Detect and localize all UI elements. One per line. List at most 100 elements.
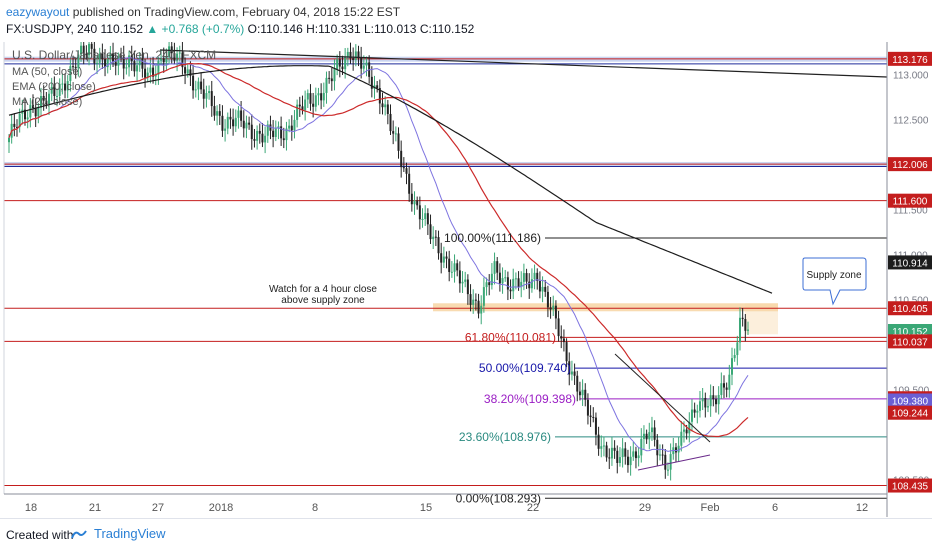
candle <box>525 268 528 289</box>
candle <box>72 55 75 71</box>
footer: Created with TradingView <box>0 518 932 551</box>
candle-body <box>594 417 597 435</box>
candle-body <box>93 48 96 64</box>
candle <box>234 109 237 132</box>
candle-body <box>456 263 459 271</box>
annotation-supply-zone[interactable]: Supply zone <box>802 257 867 306</box>
candle-body <box>258 130 261 134</box>
candle-body <box>186 69 189 74</box>
candle <box>442 246 445 269</box>
tradingview-brand-link[interactable]: TradingView <box>94 526 166 541</box>
candle-body <box>296 104 299 120</box>
legend-ma20[interactable]: MA (20, close) <box>12 96 82 108</box>
candle-body <box>520 281 523 287</box>
candle-body <box>213 106 216 116</box>
candle <box>613 440 616 459</box>
candle-body <box>384 104 387 108</box>
candle <box>304 90 307 121</box>
candle-body <box>370 76 373 89</box>
candle-body <box>114 61 117 66</box>
candle-body <box>426 213 429 225</box>
ma20-line[interactable] <box>8 57 749 452</box>
ma50-line[interactable] <box>8 62 749 438</box>
annotation-watch[interactable]: Watch for a 4 hour close above supply zo… <box>269 284 377 306</box>
candle-body <box>205 93 208 99</box>
candle <box>200 72 203 95</box>
candle-body <box>442 256 445 263</box>
candle-body <box>701 398 704 402</box>
candle-body <box>106 59 109 68</box>
candle <box>496 257 499 281</box>
candle-body <box>344 56 347 70</box>
candle-body <box>40 95 43 108</box>
candle <box>714 395 717 413</box>
x-tick-label: 21 <box>89 502 101 514</box>
candle <box>434 230 437 247</box>
symbol-label[interactable]: FX:USDJPY, 240 <box>6 22 98 36</box>
candle <box>512 268 515 299</box>
created-with-text: Created with <box>6 528 74 542</box>
author-link[interactable]: eazywayout <box>6 5 70 19</box>
candle <box>338 51 341 78</box>
candle <box>93 38 96 71</box>
candle-body <box>400 150 403 168</box>
candle <box>421 208 424 228</box>
candle <box>733 348 736 362</box>
candle-body <box>605 445 608 458</box>
y-tick-label: 111.500 <box>893 206 928 217</box>
candle-body <box>312 103 315 107</box>
ema200-line[interactable] <box>8 65 773 294</box>
legend-ma50[interactable]: MA (50, close) <box>12 66 82 78</box>
candle <box>357 45 360 67</box>
candle <box>69 59 72 92</box>
candle-body <box>504 277 507 279</box>
price-label-bg <box>888 157 932 172</box>
candle <box>440 242 443 274</box>
candle <box>504 269 507 282</box>
annotation-watch-line2: above supply zone <box>281 295 365 306</box>
candle-body <box>378 88 381 104</box>
candle <box>77 50 80 77</box>
trendline-wedge-upper[interactable] <box>614 353 711 443</box>
candle <box>96 55 99 75</box>
candle <box>365 56 368 77</box>
candle-body <box>272 130 275 137</box>
trendline-long[interactable] <box>159 49 888 78</box>
candle-body <box>677 445 680 453</box>
candle-body <box>170 46 173 54</box>
candle <box>725 382 728 398</box>
price-label-110914: 110.914 <box>888 255 932 270</box>
candle-body <box>466 279 469 295</box>
candle <box>485 277 488 296</box>
candle <box>298 96 301 117</box>
fib-label-3: 38.20%(109.398) <box>484 392 576 406</box>
trendline-wedge-lower[interactable] <box>637 454 711 471</box>
candle <box>80 37 83 62</box>
candle <box>576 370 579 402</box>
candle <box>720 372 723 400</box>
candle-body <box>98 53 101 63</box>
candle-body <box>176 53 179 61</box>
candle <box>709 384 712 417</box>
candle-body <box>440 253 443 263</box>
legend-ema200[interactable]: EMA (200, close) <box>12 81 96 93</box>
price-label-bg <box>888 255 932 270</box>
candle-body <box>528 281 531 289</box>
candle <box>309 84 312 111</box>
candle-body <box>104 59 107 68</box>
candle <box>162 47 165 73</box>
price-chart[interactable]: 100.00%(111.186) 61.80%(110.081) 50.00%(10… <box>0 12 932 532</box>
candle <box>386 99 389 125</box>
candle <box>32 94 35 113</box>
x-tick-label: 8 <box>312 502 318 514</box>
candle <box>181 41 184 75</box>
candle <box>573 363 576 385</box>
candle-body <box>48 93 51 105</box>
candle-body <box>152 67 155 77</box>
candle <box>706 398 709 413</box>
candle <box>101 43 104 69</box>
price-label-text: 113.176 <box>892 55 928 66</box>
candle-body <box>706 406 709 408</box>
price-label-text: 109.244 <box>892 409 929 420</box>
candle <box>669 443 672 481</box>
